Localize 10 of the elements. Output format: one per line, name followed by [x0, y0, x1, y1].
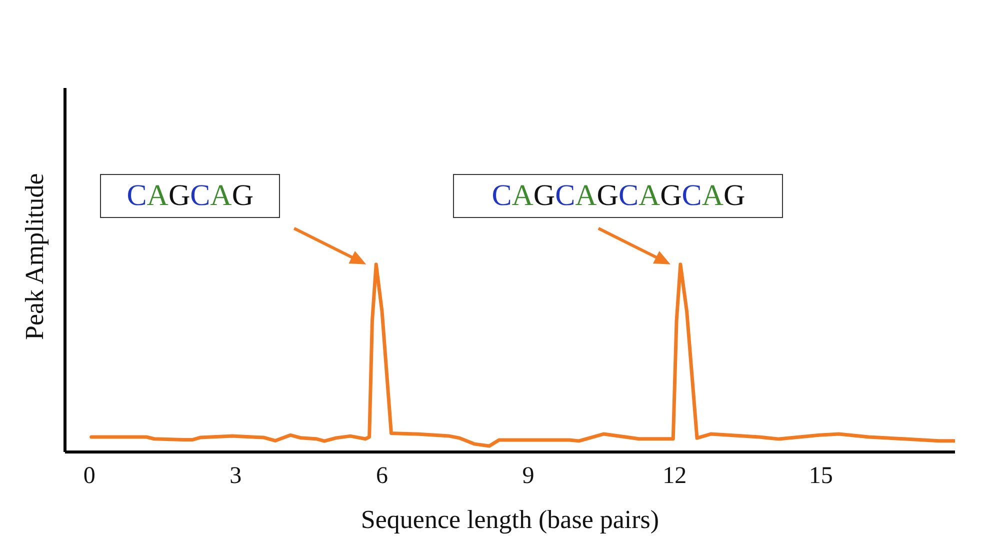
text: CAGCAGCAGCAG [492, 179, 746, 212]
x-tick-label: 0 [83, 463, 96, 490]
x-axis-title: Sequence length (base pairs) [360, 505, 660, 534]
y-axis-title: Peak Amplitude [20, 173, 50, 340]
x-tick-label: 15 [808, 463, 833, 490]
x-tick-label: 9 [522, 463, 534, 490]
x-tick-label: 3 [230, 463, 242, 490]
text: CAGCAG [126, 179, 254, 212]
x-tick-label: 12 [662, 463, 687, 490]
x-tick-label: 6 [376, 463, 388, 490]
